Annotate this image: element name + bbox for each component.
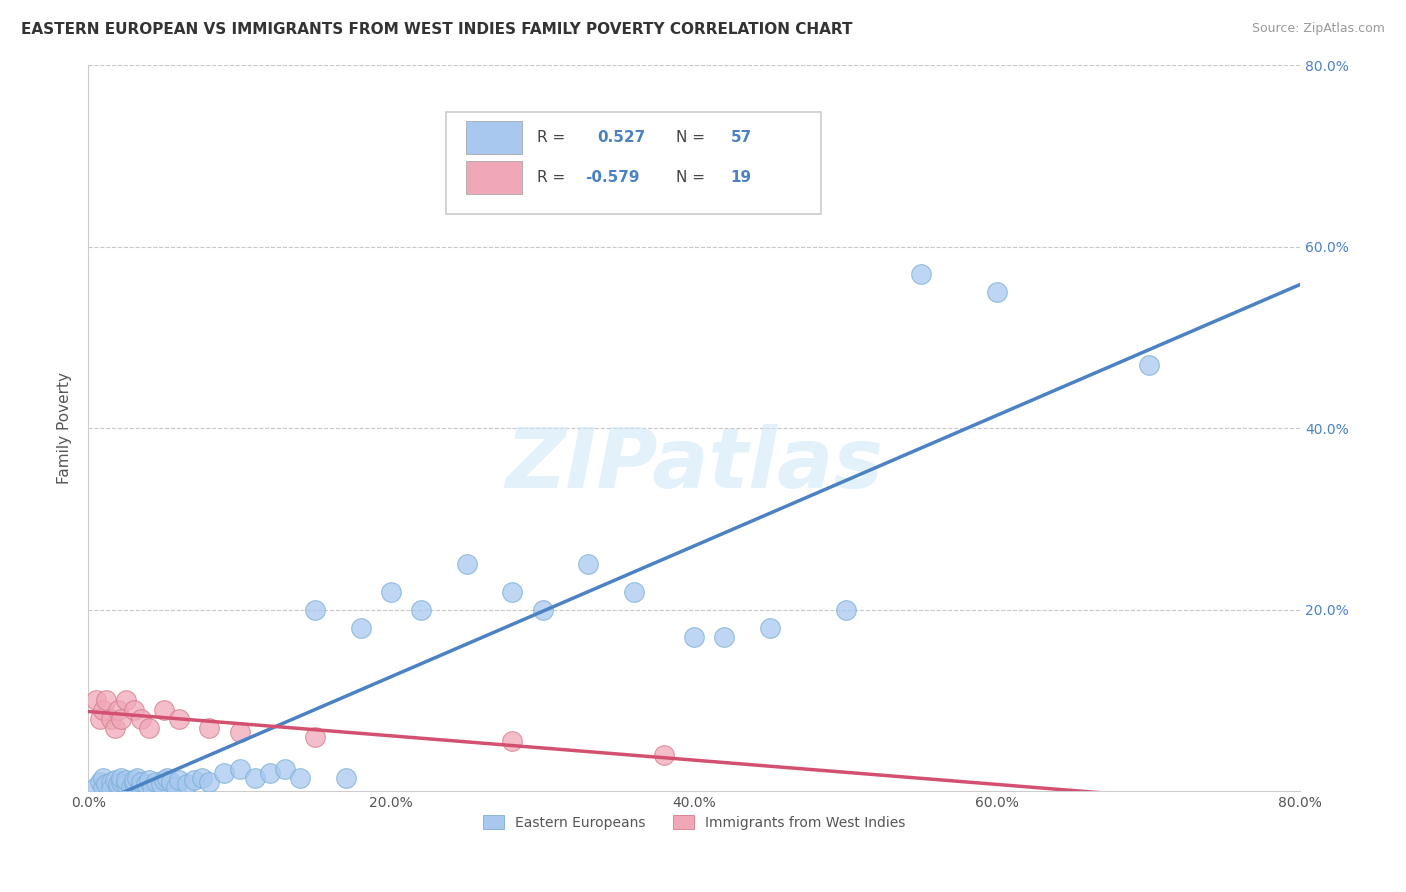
Point xyxy=(89,775,111,789)
Text: ZIPatlas: ZIPatlas xyxy=(505,424,883,505)
Point xyxy=(1137,358,1160,372)
Point xyxy=(986,285,1008,299)
Text: R =: R = xyxy=(537,170,565,186)
FancyBboxPatch shape xyxy=(446,112,821,214)
Point xyxy=(243,771,266,785)
Point xyxy=(176,777,198,791)
Point xyxy=(501,734,523,748)
Point xyxy=(683,630,706,644)
Point xyxy=(91,702,114,716)
Point xyxy=(531,603,554,617)
Point xyxy=(350,621,373,635)
FancyBboxPatch shape xyxy=(467,161,522,194)
Point xyxy=(122,773,145,788)
Point xyxy=(84,693,107,707)
Text: Source: ZipAtlas.com: Source: ZipAtlas.com xyxy=(1251,22,1385,36)
Point xyxy=(274,762,297,776)
Point xyxy=(107,702,129,716)
Text: EASTERN EUROPEAN VS IMMIGRANTS FROM WEST INDIES FAMILY POVERTY CORRELATION CHART: EASTERN EUROPEAN VS IMMIGRANTS FROM WEST… xyxy=(21,22,852,37)
Point xyxy=(120,780,142,794)
Point xyxy=(100,712,122,726)
Point xyxy=(91,780,114,794)
Point xyxy=(100,775,122,789)
Text: 57: 57 xyxy=(731,130,752,145)
Point xyxy=(125,771,148,785)
Point xyxy=(122,702,145,716)
Point xyxy=(335,771,357,785)
Point xyxy=(115,773,138,788)
Text: R =: R = xyxy=(537,130,565,145)
FancyBboxPatch shape xyxy=(467,121,522,154)
Point xyxy=(290,771,312,785)
Point xyxy=(153,702,176,716)
Point xyxy=(228,762,250,776)
Point xyxy=(160,775,183,789)
Point xyxy=(129,775,152,789)
Point xyxy=(138,773,160,788)
Point xyxy=(456,558,478,572)
Text: 19: 19 xyxy=(731,170,752,186)
Point xyxy=(183,773,205,788)
Point xyxy=(115,777,138,791)
Point xyxy=(107,777,129,791)
Point xyxy=(156,771,179,785)
Point xyxy=(304,730,326,744)
Text: 0.527: 0.527 xyxy=(598,130,645,145)
Point xyxy=(96,693,118,707)
Point xyxy=(165,780,187,794)
Legend: Eastern Europeans, Immigrants from West Indies: Eastern Europeans, Immigrants from West … xyxy=(477,809,911,835)
Point xyxy=(191,771,214,785)
Point xyxy=(759,621,782,635)
Point xyxy=(652,747,675,762)
Point xyxy=(110,775,132,789)
Point xyxy=(198,775,221,789)
Point xyxy=(91,771,114,785)
Point xyxy=(107,780,129,794)
Point xyxy=(89,712,111,726)
Point xyxy=(110,712,132,726)
Point xyxy=(122,777,145,791)
Point xyxy=(96,777,118,791)
Point xyxy=(135,777,157,791)
Point xyxy=(100,781,122,796)
Point xyxy=(84,780,107,794)
Point xyxy=(214,766,236,780)
Point xyxy=(501,584,523,599)
Point xyxy=(259,766,281,780)
Point xyxy=(149,777,172,791)
Point xyxy=(228,725,250,739)
Point xyxy=(198,721,221,735)
Point xyxy=(129,712,152,726)
Point xyxy=(141,780,163,794)
Point xyxy=(104,773,127,788)
Text: N =: N = xyxy=(676,170,704,186)
Point xyxy=(138,721,160,735)
Point xyxy=(713,630,735,644)
Point xyxy=(380,584,402,599)
Point xyxy=(153,773,176,788)
Point xyxy=(623,584,645,599)
Point xyxy=(115,693,138,707)
Point xyxy=(304,603,326,617)
Point xyxy=(834,603,856,617)
Point xyxy=(129,780,152,794)
Y-axis label: Family Poverty: Family Poverty xyxy=(58,372,72,484)
Point xyxy=(145,775,167,789)
Point xyxy=(910,267,932,281)
Text: N =: N = xyxy=(676,130,704,145)
Text: -0.579: -0.579 xyxy=(585,170,640,186)
Point xyxy=(104,721,127,735)
Point xyxy=(411,603,433,617)
Point xyxy=(576,558,599,572)
Point xyxy=(167,712,190,726)
Point xyxy=(110,771,132,785)
Point xyxy=(167,773,190,788)
